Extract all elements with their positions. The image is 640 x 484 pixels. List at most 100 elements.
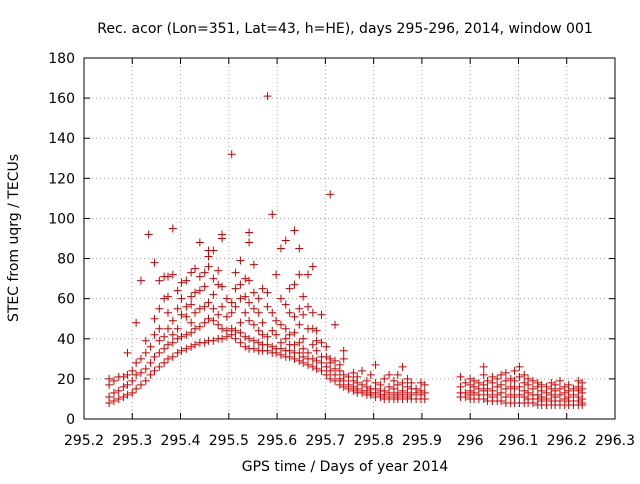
data-point <box>339 354 348 363</box>
data-point <box>245 228 254 237</box>
data-point <box>510 376 519 385</box>
data-point <box>168 270 177 279</box>
data-point <box>218 334 227 343</box>
data-point <box>533 390 542 399</box>
data-point <box>461 388 470 397</box>
data-point <box>398 378 407 387</box>
data-point <box>389 376 398 385</box>
data-point <box>163 308 172 317</box>
data-point <box>114 394 123 403</box>
data-point <box>564 380 573 389</box>
data-point <box>241 308 250 317</box>
y-tick-label: 140 <box>48 131 75 147</box>
data-point <box>515 382 524 391</box>
data-point <box>339 346 348 355</box>
data-point <box>322 342 331 351</box>
data-point <box>420 380 429 389</box>
x-tick-label: 295.3 <box>112 433 152 449</box>
data-point <box>241 332 250 341</box>
data-point <box>331 364 340 373</box>
data-point <box>236 294 245 303</box>
data-point <box>155 362 164 371</box>
data-point <box>416 386 425 395</box>
data-point <box>268 342 277 351</box>
x-tick-label: 295.4 <box>160 433 200 449</box>
data-point <box>258 284 267 293</box>
data-point <box>155 276 164 285</box>
data-point <box>249 288 258 297</box>
data-point <box>209 290 218 299</box>
data-point <box>295 348 304 357</box>
data-point <box>146 370 155 379</box>
data-point <box>141 348 150 357</box>
data-point <box>528 376 537 385</box>
data-point <box>285 284 294 293</box>
data-point <box>299 334 308 343</box>
grid-lines <box>84 58 615 419</box>
data-point <box>547 378 556 387</box>
data-point <box>506 390 515 399</box>
data-point <box>200 318 209 327</box>
y-tick-label: 0 <box>66 412 75 428</box>
data-point <box>231 302 240 311</box>
data-point <box>312 346 321 355</box>
data-point <box>132 384 141 393</box>
data-point <box>407 378 416 387</box>
data-point <box>528 384 537 393</box>
data-point <box>380 374 389 383</box>
y-tick-label: 120 <box>48 171 75 187</box>
data-point <box>524 388 533 397</box>
data-point <box>474 378 483 387</box>
data-point <box>168 352 177 361</box>
data-point <box>569 384 578 393</box>
data-point <box>466 374 475 383</box>
x-axis-label: GPS time / Days of year 2014 <box>242 459 449 475</box>
data-point <box>195 238 204 247</box>
data-point <box>555 384 564 393</box>
data-point <box>163 354 172 363</box>
data-point <box>272 270 281 279</box>
data-point <box>214 280 223 289</box>
data-point <box>254 338 263 347</box>
data-point <box>281 236 290 245</box>
data-point <box>146 358 155 367</box>
data-point <box>470 376 479 385</box>
data-point <box>119 382 128 391</box>
data-point <box>493 390 502 399</box>
data-point <box>258 318 267 327</box>
data-point <box>276 244 285 253</box>
data-point <box>281 324 290 333</box>
data-point <box>182 344 191 353</box>
x-tick-label: 295.5 <box>209 433 249 449</box>
data-point <box>488 386 497 395</box>
data-point <box>461 378 470 387</box>
y-tick-label: 60 <box>57 292 75 308</box>
data-point <box>322 352 331 361</box>
data-point <box>497 388 506 397</box>
data-point <box>326 354 335 363</box>
data-point <box>303 348 312 357</box>
data-point <box>173 304 182 313</box>
y-tick-label: 100 <box>48 211 75 227</box>
data-point <box>231 284 240 293</box>
data-point <box>295 244 304 253</box>
data-point <box>555 376 564 385</box>
data-point <box>123 370 132 379</box>
data-point <box>335 360 344 369</box>
data-point <box>182 330 191 339</box>
data-point <box>128 388 137 397</box>
data-point <box>249 344 258 353</box>
data-point <box>376 380 385 389</box>
data-point <box>236 338 245 347</box>
data-point <box>268 210 277 219</box>
data-point <box>155 324 164 333</box>
data-point <box>155 348 164 357</box>
data-point <box>132 370 141 379</box>
data-point <box>144 230 153 239</box>
data-point <box>241 342 250 351</box>
data-point <box>141 364 150 373</box>
data-point <box>520 378 529 387</box>
y-tick-label: 80 <box>57 252 75 268</box>
data-point <box>285 330 294 339</box>
